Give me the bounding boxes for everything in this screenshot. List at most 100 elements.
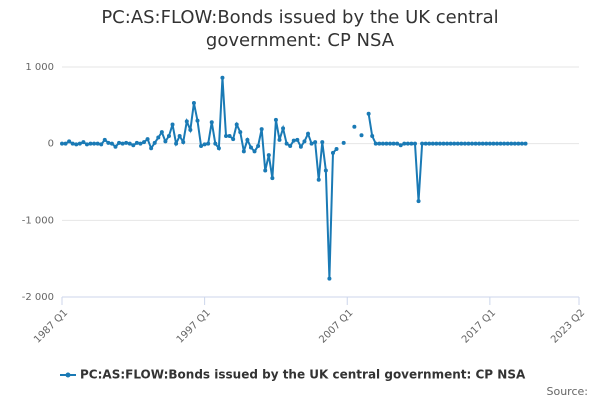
- point: [131, 143, 136, 148]
- point: [359, 133, 364, 138]
- point: [373, 141, 378, 146]
- point: [341, 140, 346, 145]
- point: [234, 122, 239, 127]
- point: [277, 137, 282, 142]
- point: [127, 141, 132, 146]
- point: [241, 149, 246, 154]
- point: [380, 141, 385, 146]
- point: [74, 142, 79, 147]
- point: [227, 134, 232, 138]
- point: [298, 144, 303, 149]
- point: [448, 141, 453, 146]
- point: [92, 141, 97, 146]
- point: [70, 141, 75, 146]
- point: [334, 147, 339, 152]
- point: [273, 117, 278, 122]
- point: [420, 141, 425, 146]
- point: [427, 141, 432, 146]
- point: [84, 142, 89, 147]
- point: [473, 141, 478, 146]
- point: [395, 141, 400, 146]
- point: [409, 141, 414, 146]
- x-tick-label: 1997 Q1: [175, 307, 213, 345]
- legend-marker: [65, 372, 71, 378]
- point: [270, 176, 275, 181]
- point: [455, 141, 460, 146]
- point: [388, 141, 393, 146]
- x-tick-label: 2023 Q2: [549, 307, 587, 345]
- point: [60, 141, 64, 146]
- point: [259, 127, 264, 132]
- point: [445, 141, 450, 146]
- point: [291, 138, 296, 143]
- point: [512, 141, 517, 146]
- point: [480, 141, 485, 146]
- point: [81, 140, 86, 145]
- point: [352, 124, 357, 129]
- point: [252, 149, 257, 154]
- point: [498, 141, 503, 146]
- point: [206, 141, 211, 146]
- x-tick-label: 1987 Q1: [32, 307, 70, 345]
- x-tick-label: 2017 Q1: [460, 307, 498, 345]
- point: [441, 141, 446, 146]
- point: [248, 145, 253, 150]
- point: [220, 75, 225, 80]
- point: [398, 143, 403, 148]
- point: [391, 141, 396, 146]
- point: [466, 141, 471, 146]
- point: [77, 141, 82, 146]
- point: [316, 177, 321, 182]
- point: [288, 143, 293, 148]
- point: [188, 127, 193, 132]
- point: [323, 168, 328, 173]
- point: [117, 140, 122, 145]
- point: [156, 135, 161, 140]
- point: [384, 141, 389, 146]
- y-tick-label: -1 000: [22, 215, 54, 226]
- x-tick-label: 2007 Q1: [317, 307, 355, 345]
- point: [523, 141, 528, 146]
- point: [477, 141, 482, 146]
- point: [470, 141, 475, 146]
- y-tick-label: 0: [48, 139, 54, 150]
- point: [487, 141, 492, 146]
- point: [67, 139, 72, 144]
- point: [377, 141, 382, 146]
- y-tick-label: 1 000: [25, 62, 54, 73]
- point: [295, 137, 300, 142]
- point: [416, 199, 421, 204]
- point: [152, 140, 157, 145]
- point: [238, 130, 243, 135]
- point: [484, 141, 489, 146]
- point: [263, 168, 268, 173]
- point: [509, 141, 514, 146]
- point: [124, 140, 129, 145]
- point: [366, 111, 371, 116]
- point: [302, 139, 307, 144]
- point: [320, 140, 325, 145]
- point: [142, 140, 147, 145]
- point: [462, 141, 467, 146]
- point: [163, 139, 168, 144]
- point: [177, 134, 182, 138]
- point: [327, 276, 332, 281]
- point: [195, 118, 200, 123]
- point: [63, 141, 68, 146]
- point: [412, 141, 417, 146]
- point: [102, 137, 107, 142]
- point: [516, 141, 521, 146]
- point: [202, 142, 207, 147]
- point: [99, 142, 104, 147]
- point: [459, 141, 464, 146]
- point: [266, 153, 271, 158]
- point: [149, 146, 154, 151]
- point: [213, 141, 218, 146]
- point: [231, 137, 236, 142]
- point: [491, 141, 496, 146]
- point: [284, 141, 289, 146]
- point: [134, 140, 139, 145]
- point: [306, 131, 311, 136]
- point: [209, 120, 214, 125]
- point: [370, 134, 375, 138]
